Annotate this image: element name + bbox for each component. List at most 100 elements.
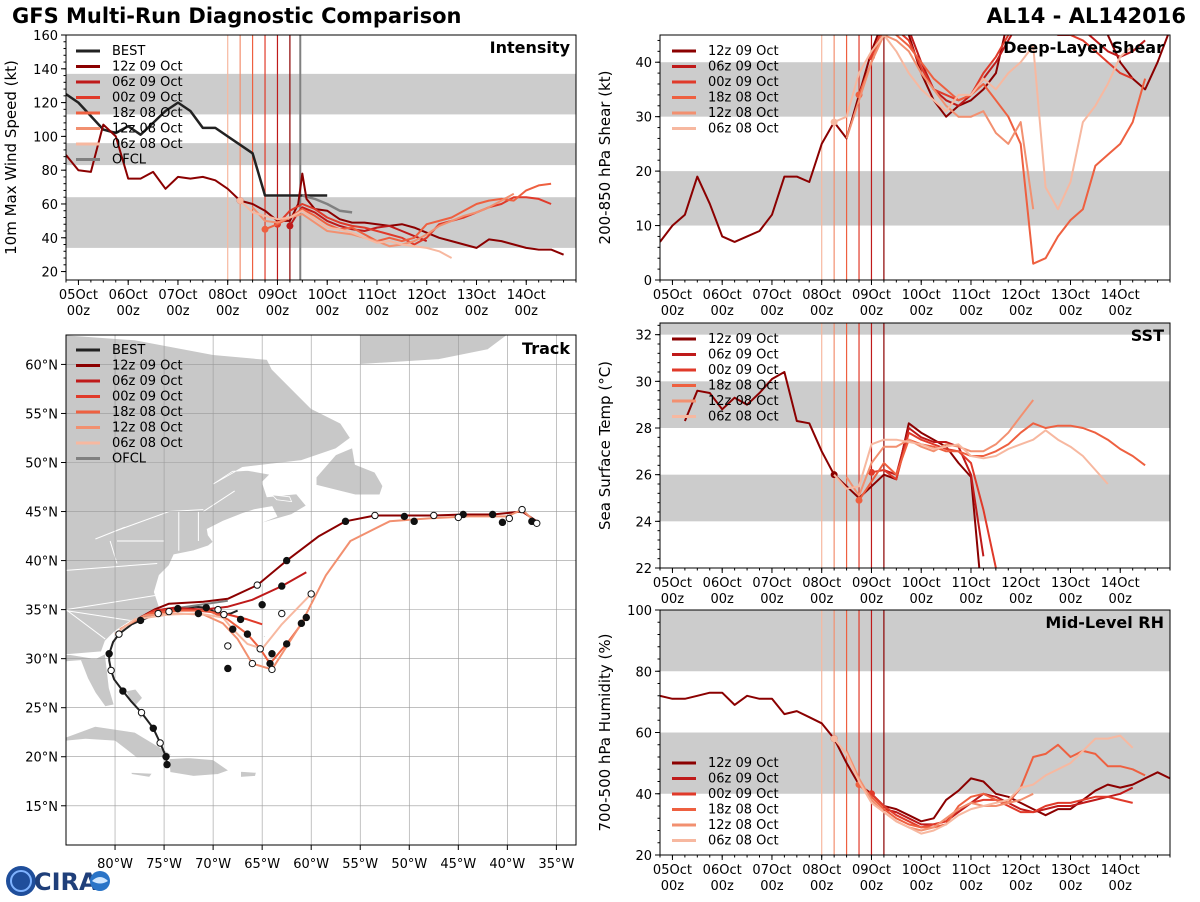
series-line [858, 35, 1147, 265]
series-line [883, 427, 985, 557]
cira-logo: CIRA [4, 864, 114, 898]
x-tick-label: 05Oct [653, 576, 692, 591]
legend-label: 06z 08 Oct [112, 137, 183, 152]
track-point [302, 613, 310, 622]
y-tick-label: 100 [33, 130, 58, 145]
x-tick-label: 09Oct [258, 288, 297, 303]
y-tick-label: 32 [635, 329, 652, 344]
track-point [256, 645, 264, 653]
x-tick-label: 13Oct [1051, 288, 1090, 303]
shaded-band [660, 171, 1170, 226]
track-point [224, 642, 232, 650]
legend-label: 06z 08 Oct [708, 834, 779, 849]
legend-label: 00z 09 Oct [708, 787, 779, 802]
legend-label: BEST [112, 343, 145, 358]
legend-label: OFCL [112, 153, 147, 168]
shaded-band [660, 323, 1170, 335]
x-tick-label: 07Oct [158, 288, 197, 303]
x-tick-sublabel: 00z [1009, 592, 1033, 607]
x-tick-label: 08Oct [802, 576, 841, 591]
x-tick-sublabel: 00z [117, 304, 141, 319]
sst-chart: 22242628303205Oct00z06Oct00z07Oct00z08Oc… [596, 322, 1171, 607]
track-point [165, 607, 173, 616]
chart-title: SST [1131, 326, 1164, 345]
track-plot-area [66, 335, 576, 845]
track-point [115, 630, 123, 638]
x-tick-label: 12Oct [1001, 863, 1040, 878]
track-point [154, 609, 162, 618]
track-point [202, 603, 210, 612]
x-tick-label: 05Oct [653, 863, 692, 878]
x-tick-sublabel: 00z [661, 879, 685, 894]
shaded-band [660, 62, 1170, 117]
x-tick-sublabel: 00z [1009, 304, 1033, 319]
series-line [833, 734, 1134, 835]
track-point [156, 739, 164, 747]
y-tick-label: 50°N [25, 457, 58, 472]
x-tick-label: 50°W [391, 857, 427, 872]
legend-label: 18z 08 Oct [708, 379, 779, 394]
x-tick-label: 14Oct [1101, 576, 1140, 591]
track-point [248, 659, 257, 668]
land-mass [66, 335, 351, 656]
x-tick-sublabel: 00z [860, 304, 884, 319]
series-line [845, 750, 1034, 832]
chart-title: Deep-Layer Shear [1003, 38, 1164, 57]
rh-plot-area [660, 610, 1170, 855]
x-tick-label: 14Oct [1101, 288, 1140, 303]
legend-label: 06z 08 Oct [708, 122, 779, 137]
axes-frame [659, 34, 1171, 281]
x-tick-sublabel: 00z [760, 879, 784, 894]
y-tick-label: 100 [627, 604, 652, 619]
series-line [239, 199, 453, 259]
x-tick-sublabel: 00z [910, 304, 934, 319]
land-mass [240, 770, 257, 778]
y-tick-label: 160 [33, 29, 58, 44]
series-line [276, 196, 552, 246]
y-tick-label: 22 [635, 562, 652, 577]
x-tick-sublabel: 00z [661, 304, 685, 319]
x-tick-label: 10Oct [902, 288, 941, 303]
x-tick-sublabel: 00z [415, 304, 439, 319]
track-point [194, 609, 203, 618]
x-tick-label: 09Oct [852, 288, 891, 303]
state-border [66, 609, 106, 640]
y-tick-label: 80 [635, 665, 652, 680]
x-tick-label: 13Oct [1051, 863, 1090, 878]
axes-frame [65, 34, 577, 281]
y-tick-label: 55°N [25, 407, 58, 422]
legend-label: 18z 08 Oct [112, 106, 183, 121]
x-tick-label: 70°W [195, 857, 231, 872]
x-tick-sublabel: 00z [1109, 592, 1133, 607]
track-point [149, 724, 157, 732]
legend-label: 12z 09 Oct [112, 359, 183, 374]
land-mass [66, 725, 173, 759]
x-tick-sublabel: 00z [661, 592, 685, 607]
y-tick-label: 80 [41, 164, 58, 179]
x-tick-label: 11Oct [951, 576, 990, 591]
x-tick-label: 08Oct [208, 288, 247, 303]
y-tick-label: 26 [635, 469, 652, 484]
y-axis-label: 200-850 hPa Shear (kt) [596, 71, 614, 245]
y-tick-label: 60 [635, 727, 652, 742]
track-line [129, 510, 538, 625]
state-border [66, 594, 160, 611]
x-tick-label: 80°W [97, 857, 133, 872]
x-tick-label: 07Oct [752, 576, 791, 591]
x-tick-sublabel: 00z [365, 304, 389, 319]
legend-label: 06z 08 Oct [112, 436, 183, 451]
legend-label: 00z 09 Oct [708, 363, 779, 378]
series-line [301, 194, 353, 214]
y-axis-label: 10m Max Wind Speed (kt) [2, 60, 20, 255]
x-tick-sublabel: 00z [760, 592, 784, 607]
x-tick-sublabel: 00z [860, 592, 884, 607]
x-tick-sublabel: 00z [1059, 592, 1083, 607]
track-point [236, 615, 245, 624]
legend-label: 12z 09 Oct [708, 756, 779, 771]
y-tick-label: 60 [41, 198, 58, 213]
legend-label: 06z 09 Oct [708, 60, 779, 75]
y-tick-label: 28 [635, 422, 652, 437]
track-chart: 80°W 75°W 70°W 65°W 60°W 55°W 50°W 45°W 40°W 35°W… [25, 334, 577, 872]
x-tick-label: 12Oct [1001, 288, 1040, 303]
